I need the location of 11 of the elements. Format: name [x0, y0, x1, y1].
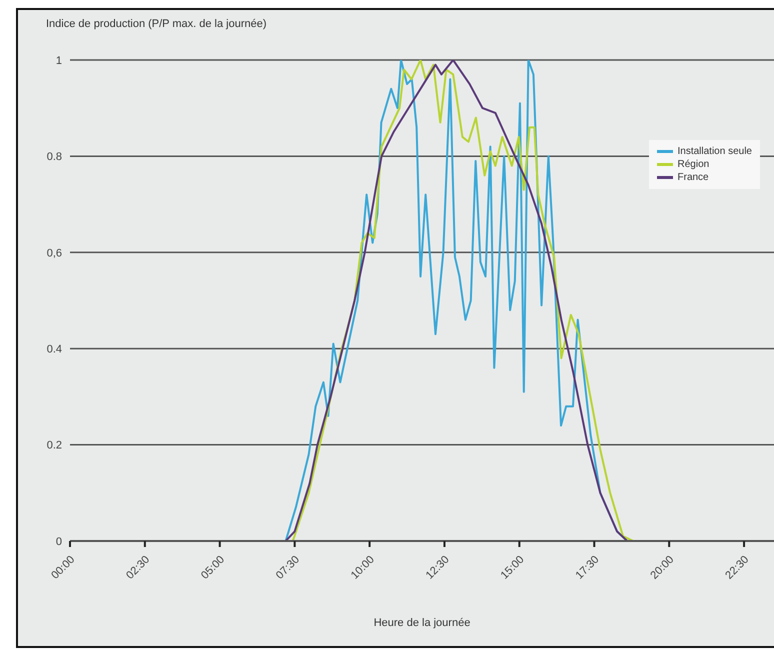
y-axis-title: Indice de production (P/P max. de la journée) [46, 18, 267, 30]
legend-label: Installation seule [678, 145, 752, 158]
y-tick-label: 0 [56, 536, 62, 548]
y-tick-label: 1 [56, 54, 62, 67]
legend-label: France [678, 171, 709, 184]
legend-label: Région [678, 158, 710, 171]
y-tick-label: 0.4 [46, 344, 62, 356]
x-axis-title: Heure de la journée [374, 617, 470, 629]
y-tick-label: 0.8 [46, 151, 62, 164]
y-tick-label: 0,6 [46, 247, 62, 260]
y-tick-label: 0.2 [46, 440, 62, 452]
